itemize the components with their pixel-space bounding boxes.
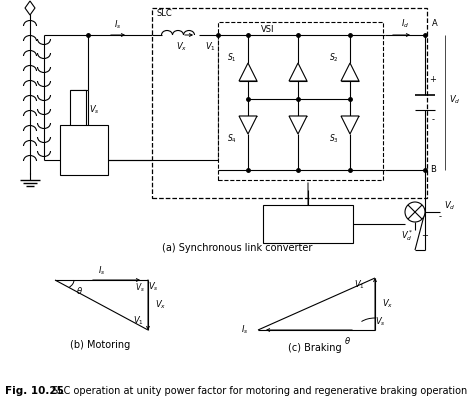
Circle shape [405,202,425,222]
Polygon shape [239,63,257,81]
Text: A: A [432,20,438,28]
Text: (b) Motoring: (b) Motoring [70,340,130,350]
Text: -: - [438,213,441,221]
Polygon shape [25,1,35,15]
Text: $S_1$: $S_1$ [227,52,237,64]
Text: $V_x$: $V_x$ [155,299,167,311]
Bar [152,8,427,198]
Text: $V_x$: $V_x$ [176,41,188,53]
Text: $I_s$: $I_s$ [98,265,105,277]
Polygon shape [289,63,307,81]
Polygon shape [289,116,307,134]
Text: B: B [430,166,436,174]
Text: $V_1$: $V_1$ [133,315,144,327]
Text: $V_s$: $V_s$ [135,282,145,294]
Bar [218,22,383,180]
Text: $I_s$: $I_s$ [114,19,122,31]
Polygon shape [341,116,359,134]
Text: SLC: SLC [157,10,173,18]
Text: $V_d$: $V_d$ [449,94,461,106]
Text: $V_s$: $V_s$ [148,281,158,293]
Text: $V_d^*$: $V_d^*$ [401,229,413,243]
Text: $V_1$: $V_1$ [205,41,215,53]
Text: $S_2$: $S_2$ [329,52,339,64]
Text: $I_s$: $I_s$ [241,324,248,336]
Text: Control and: Control and [283,213,332,221]
Text: -: - [431,115,435,124]
Text: +: + [429,75,437,85]
Text: $\theta$: $\theta$ [75,284,82,296]
Bar [60,125,108,175]
Polygon shape [341,63,359,81]
Text: $S_3$: $S_3$ [329,133,339,145]
Text: Fig. 10.25: Fig. 10.25 [5,386,64,396]
Text: Filter: Filter [73,150,94,160]
Text: (a) Synchronous link converter: (a) Synchronous link converter [162,243,312,253]
Text: SLC operation at unity power factor for motoring and regenerative braking operat: SLC operation at unity power factor for … [52,386,467,396]
Text: $\theta$: $\theta$ [344,336,350,346]
Text: $V_x$: $V_x$ [383,298,393,310]
Text: VSI: VSI [261,24,275,34]
Bar [263,205,353,243]
Bar [70,90,86,130]
Text: +: + [421,231,428,241]
Text: firing circuit: firing circuit [283,225,333,233]
Text: $S_4$: $S_4$ [227,133,237,145]
Text: $V_s$: $V_s$ [89,104,100,116]
Text: (c) Braking: (c) Braking [288,343,342,353]
Text: $V_1$: $V_1$ [354,279,365,291]
Text: $V_s$: $V_s$ [374,316,385,328]
Polygon shape [239,116,257,134]
Text: $I_d$: $I_d$ [401,18,409,30]
Text: $V_d$: $V_d$ [444,200,456,212]
